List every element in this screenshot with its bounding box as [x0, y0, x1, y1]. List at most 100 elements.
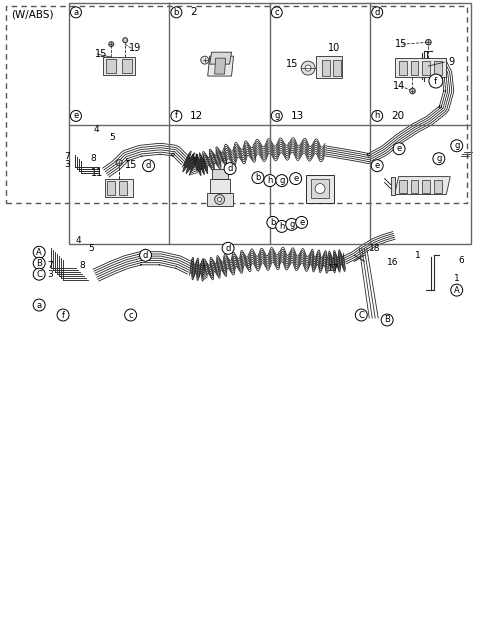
Circle shape [286, 218, 298, 230]
Polygon shape [422, 179, 431, 193]
Text: 5: 5 [109, 134, 115, 142]
Text: a: a [73, 8, 79, 17]
Circle shape [271, 7, 282, 18]
Circle shape [372, 111, 383, 121]
Circle shape [276, 175, 288, 186]
Circle shape [372, 7, 383, 18]
Circle shape [33, 268, 45, 280]
Text: 15: 15 [125, 160, 138, 170]
Text: d: d [146, 161, 151, 170]
Circle shape [305, 65, 311, 71]
Circle shape [451, 140, 463, 152]
Circle shape [371, 160, 383, 172]
Circle shape [224, 163, 236, 175]
Text: g: g [274, 111, 279, 120]
Circle shape [201, 56, 209, 64]
Text: 18: 18 [369, 244, 381, 252]
Polygon shape [395, 58, 446, 77]
Text: h: h [267, 176, 273, 185]
Text: 19: 19 [129, 43, 142, 53]
Text: d: d [228, 164, 233, 173]
Polygon shape [210, 52, 231, 64]
Text: 7: 7 [64, 152, 70, 161]
Text: 1: 1 [415, 251, 421, 259]
Text: d: d [374, 8, 380, 17]
Circle shape [171, 111, 182, 121]
Polygon shape [306, 175, 334, 202]
Circle shape [296, 216, 308, 228]
Text: e: e [73, 111, 79, 120]
Text: 7: 7 [48, 261, 53, 270]
Circle shape [426, 39, 431, 45]
Text: g: g [289, 220, 294, 229]
Text: 15: 15 [96, 49, 108, 59]
Polygon shape [410, 179, 419, 193]
Text: 1: 1 [454, 273, 459, 282]
Text: a: a [36, 301, 42, 310]
Text: 8: 8 [91, 154, 96, 163]
Polygon shape [434, 179, 443, 193]
Text: c: c [275, 8, 279, 17]
Circle shape [71, 7, 82, 18]
Circle shape [217, 198, 222, 202]
Circle shape [123, 38, 128, 43]
Text: 14: 14 [393, 81, 405, 91]
Circle shape [57, 309, 69, 321]
Circle shape [433, 153, 445, 165]
Text: g: g [454, 141, 459, 150]
Polygon shape [122, 59, 132, 73]
Polygon shape [119, 181, 127, 195]
Circle shape [125, 309, 137, 321]
Circle shape [381, 314, 393, 326]
Polygon shape [316, 56, 342, 78]
Text: 10: 10 [328, 43, 340, 53]
Circle shape [276, 221, 288, 232]
Text: 17: 17 [328, 264, 339, 273]
Circle shape [429, 74, 443, 88]
Text: b: b [255, 173, 261, 182]
Text: f: f [175, 111, 178, 120]
Text: 12: 12 [190, 111, 204, 121]
Circle shape [33, 299, 45, 311]
Text: C: C [36, 270, 42, 279]
Polygon shape [398, 179, 407, 193]
Circle shape [301, 61, 315, 75]
Circle shape [215, 195, 225, 205]
Text: A: A [454, 286, 460, 294]
Text: b: b [174, 8, 179, 17]
Text: 20: 20 [391, 111, 404, 121]
Circle shape [116, 160, 122, 165]
Text: (W/ABS): (W/ABS) [12, 10, 54, 19]
Circle shape [109, 42, 114, 46]
Text: 3: 3 [48, 270, 53, 279]
Polygon shape [422, 61, 431, 75]
Polygon shape [215, 58, 226, 74]
Text: 8: 8 [79, 261, 84, 270]
Polygon shape [391, 177, 395, 195]
Circle shape [71, 111, 82, 121]
Text: 4: 4 [94, 125, 100, 134]
Text: C: C [359, 310, 364, 319]
Polygon shape [398, 61, 407, 75]
Circle shape [143, 160, 155, 172]
Text: 9: 9 [448, 57, 455, 67]
Text: B: B [384, 315, 390, 324]
Text: B: B [36, 259, 42, 268]
Text: b: b [270, 218, 276, 227]
Polygon shape [395, 177, 450, 195]
Polygon shape [322, 60, 330, 76]
Circle shape [267, 216, 279, 228]
Polygon shape [107, 181, 115, 195]
Polygon shape [207, 193, 232, 207]
Circle shape [140, 249, 152, 261]
Circle shape [171, 7, 182, 18]
Text: f: f [434, 76, 437, 85]
Polygon shape [208, 56, 234, 76]
Text: 6: 6 [459, 256, 465, 265]
Circle shape [410, 88, 415, 93]
Text: 5: 5 [88, 244, 94, 252]
Polygon shape [212, 169, 228, 179]
Text: g: g [436, 154, 442, 163]
Circle shape [222, 242, 234, 254]
Text: h: h [279, 222, 285, 231]
